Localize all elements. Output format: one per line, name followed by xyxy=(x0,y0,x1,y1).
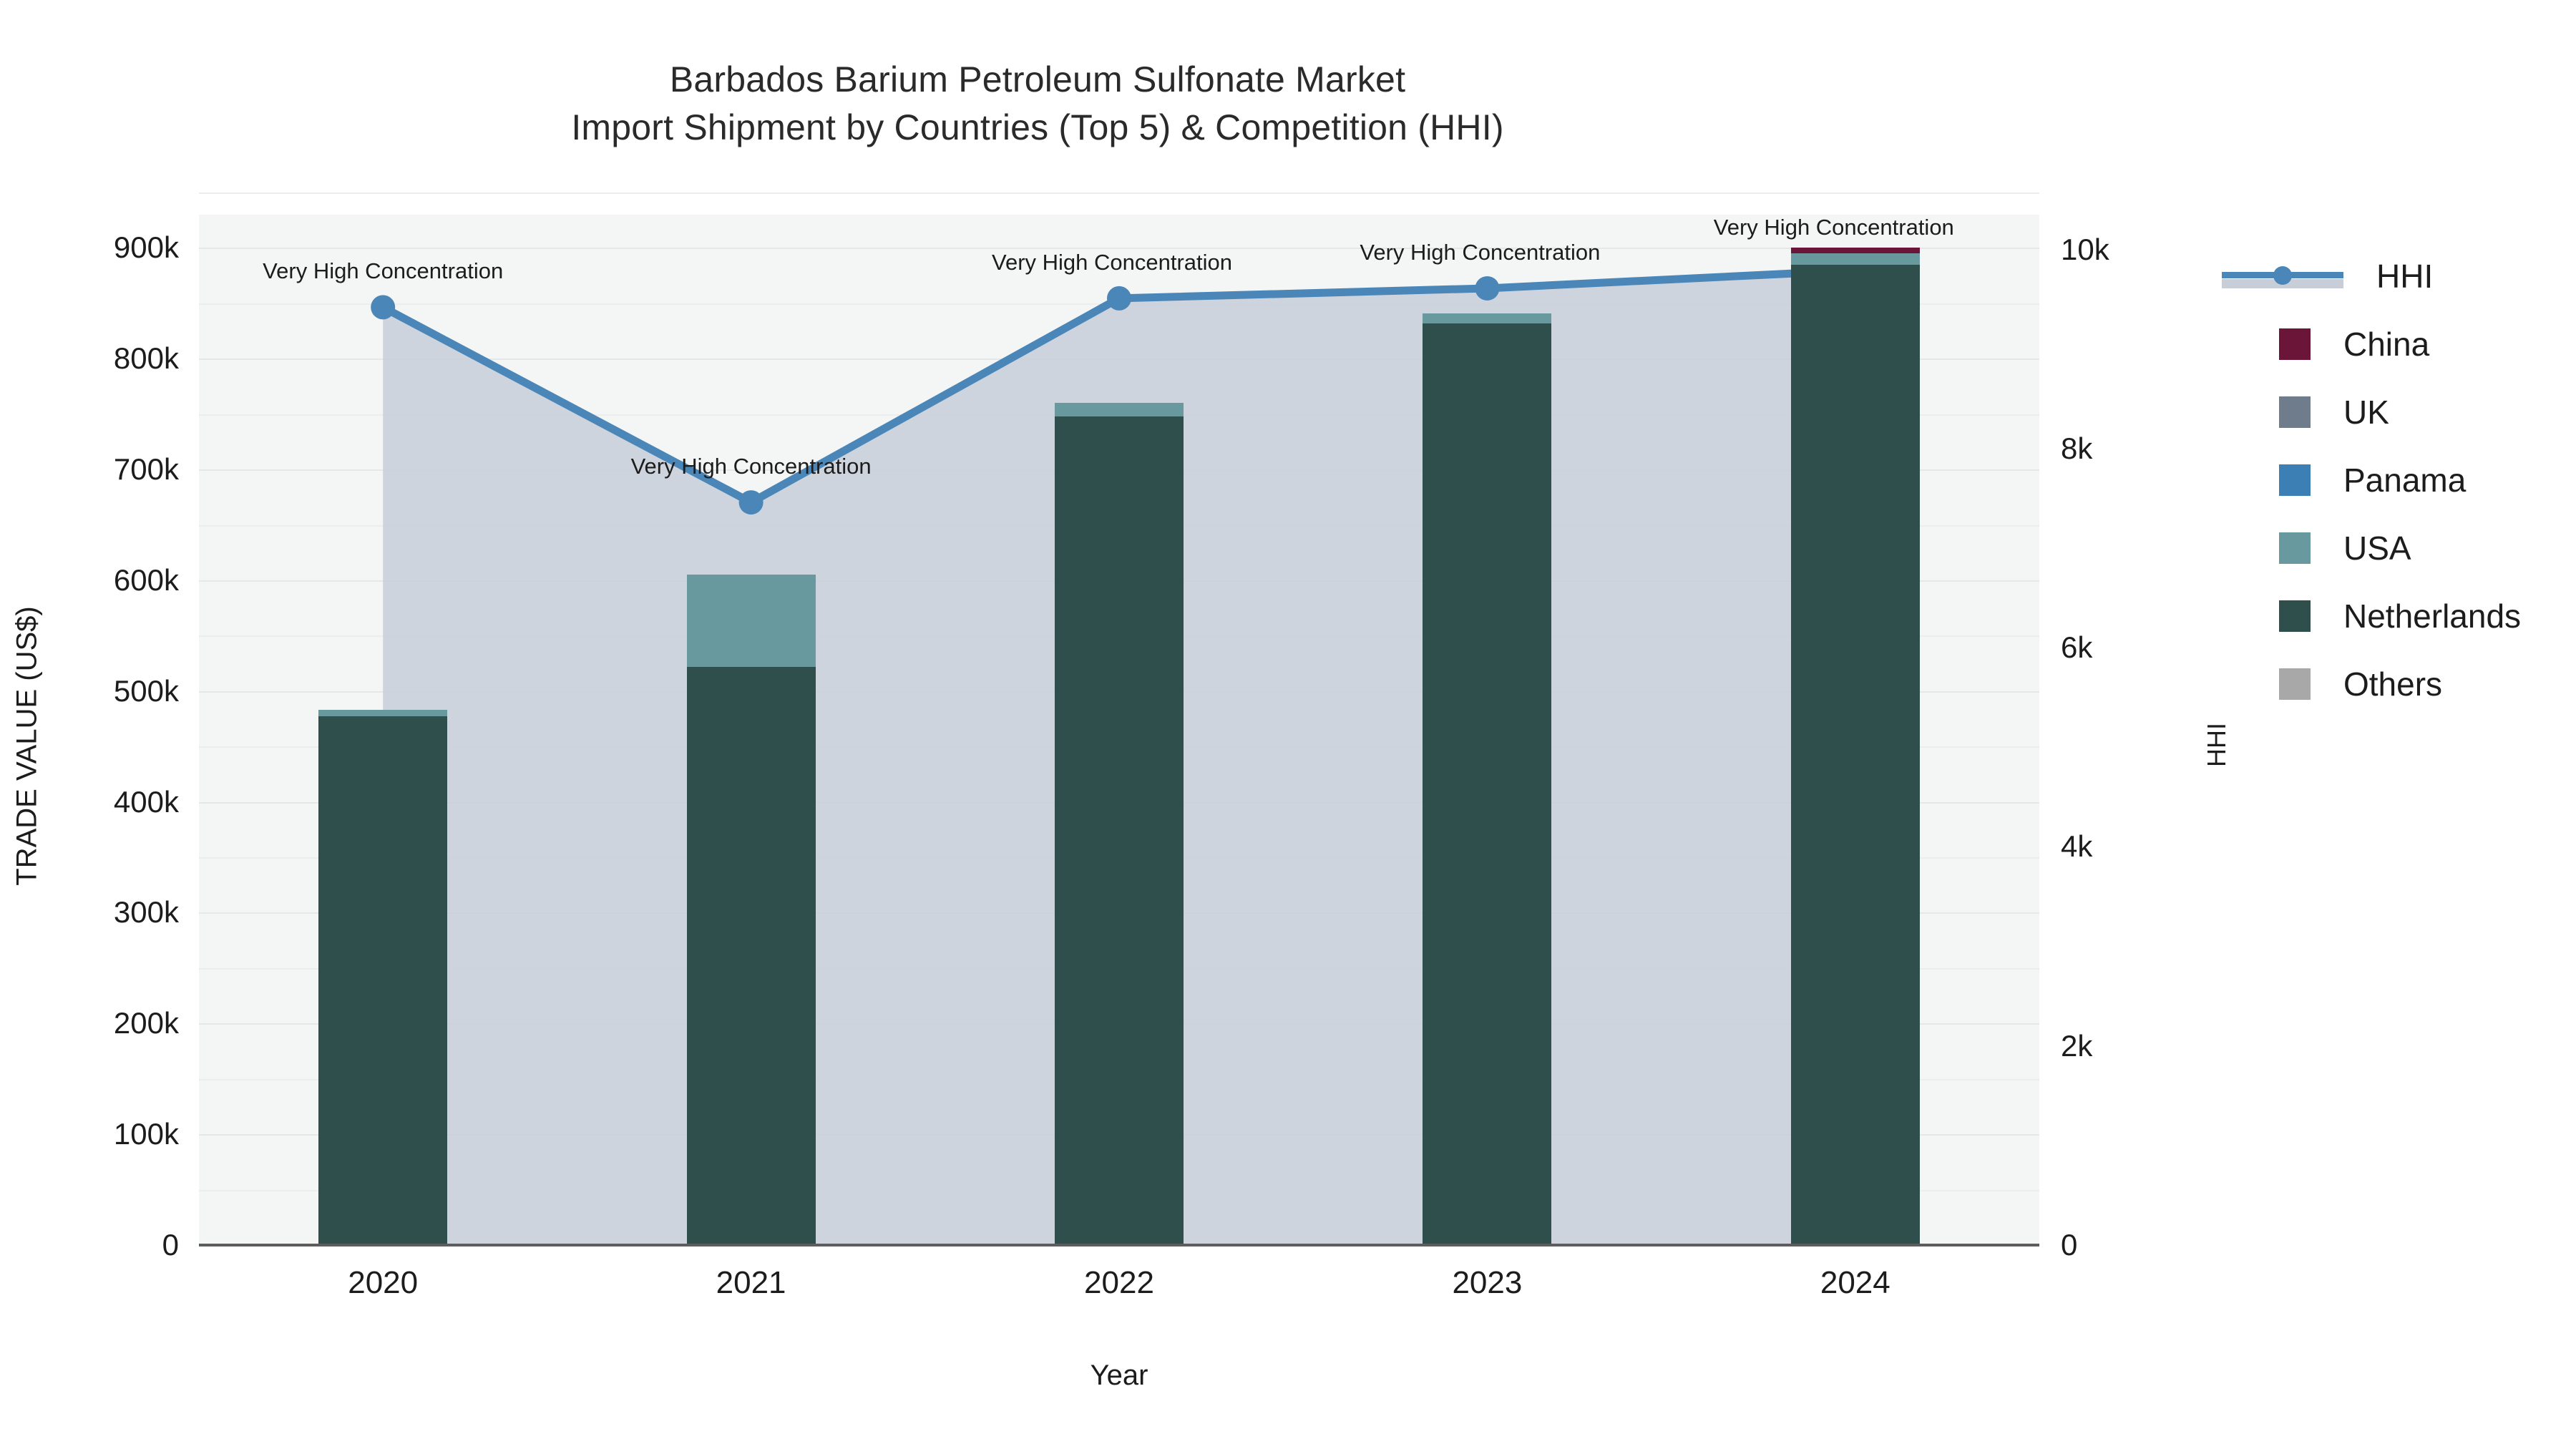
legend-item-panama[interactable]: Panama xyxy=(2222,446,2521,514)
chart-title-block: Barbados Barium Petroleum Sulfonate Mark… xyxy=(0,56,2075,152)
x-axis-title: Year xyxy=(1090,1360,1148,1391)
hhi-marker[interactable] xyxy=(1475,275,1500,301)
y-axis-left-tick-label: 0 xyxy=(162,1228,179,1262)
bar-segment-netherlands[interactable] xyxy=(318,716,448,1245)
legend-swatch-icon xyxy=(2279,532,2311,564)
y-axis-left-tick-label: 500k xyxy=(113,673,179,708)
concentration-annotation: Very High Concentration xyxy=(991,249,1233,275)
y-axis-right-tick-label: 8k xyxy=(2061,431,2093,465)
bar-segment-netherlands[interactable] xyxy=(686,666,816,1245)
y-axis-left-tick-label: 800k xyxy=(113,341,179,376)
legend-item-usa[interactable]: USA xyxy=(2222,514,2521,582)
x-axis-tick-label: 2023 xyxy=(1452,1265,1523,1300)
bar-segment-netherlands[interactable] xyxy=(1055,416,1184,1245)
chart-title: Barbados Barium Petroleum Sulfonate Mark… xyxy=(669,59,1406,99)
bar-stack[interactable] xyxy=(1423,313,1552,1245)
x-axis-tick-label: 2020 xyxy=(348,1265,419,1300)
legend: HHI China UK Panama USA Netherlands Others xyxy=(2222,242,2521,718)
bar-segment-usa[interactable] xyxy=(1055,403,1184,416)
y-axis-right-tick-label: 2k xyxy=(2061,1028,2093,1063)
legend-item-label: USA xyxy=(2343,529,2411,567)
legend-line-key-icon xyxy=(2222,260,2343,292)
bar-segment-netherlands[interactable] xyxy=(1423,323,1552,1245)
y-axis-right-tick-label: 0 xyxy=(2061,1228,2078,1262)
concentration-annotation: Very High Concentration xyxy=(630,454,872,479)
bar-segment-usa[interactable] xyxy=(686,575,816,667)
legend-item-label: Panama xyxy=(2343,461,2467,499)
bar-segment-usa[interactable] xyxy=(1423,313,1552,323)
bar-stack[interactable] xyxy=(686,575,816,1245)
legend-item-label: Netherlands xyxy=(2343,597,2522,635)
legend-item-uk[interactable]: UK xyxy=(2222,378,2521,446)
bar-stack[interactable] xyxy=(318,710,448,1245)
legend-item-china[interactable]: China xyxy=(2222,310,2521,378)
x-axis-tick-label: 2021 xyxy=(716,1265,786,1300)
concentration-annotation: Very High Concentration xyxy=(1360,239,1601,265)
bar-segment-usa[interactable] xyxy=(1790,253,1920,265)
y-axis-left-tick-label: 200k xyxy=(113,1006,179,1040)
gridline-minor xyxy=(199,192,2039,195)
legend-item-label: China xyxy=(2343,325,2430,363)
y-axis-left-title: TRADE VALUE (US$) xyxy=(11,606,43,886)
bar-stack[interactable] xyxy=(1055,403,1184,1245)
legend-swatch-icon xyxy=(2279,668,2311,700)
chart-subtitle: Import Shipment by Countries (Top 5) & C… xyxy=(571,107,1504,147)
hhi-marker[interactable] xyxy=(738,490,763,515)
y-axis-right-tick-label: 6k xyxy=(2061,630,2093,665)
legend-item-label: UK xyxy=(2343,393,2389,431)
legend-item-label: Others xyxy=(2343,665,2443,703)
plot-area xyxy=(199,192,2039,1246)
y-axis-left-tick-label: 700k xyxy=(113,452,179,487)
concentration-annotation: Very High Concentration xyxy=(1713,214,1954,240)
y-axis-left-tick-label: 400k xyxy=(113,784,179,819)
bar-stack[interactable] xyxy=(1790,248,1920,1245)
legend-item-hhi[interactable]: HHI xyxy=(2222,242,2521,310)
hhi-marker[interactable] xyxy=(371,295,396,320)
y-axis-right-tick-label: 10k xyxy=(2061,232,2109,266)
x-axis-line xyxy=(199,1244,2039,1246)
legend-swatch-icon xyxy=(2279,600,2311,632)
legend-swatch-icon xyxy=(2279,464,2311,496)
bar-segment-china[interactable] xyxy=(1790,248,1920,254)
legend-swatch-icon xyxy=(2279,396,2311,428)
y-axis-left-tick-label: 900k xyxy=(113,230,179,265)
gridline-major xyxy=(199,248,2039,250)
legend-item-others[interactable]: Others xyxy=(2222,650,2521,718)
bar-segment-netherlands[interactable] xyxy=(1790,264,1920,1245)
y-axis-left-tick-label: 300k xyxy=(113,895,179,930)
bar-segment-usa[interactable] xyxy=(318,710,448,717)
hhi-marker[interactable] xyxy=(1107,286,1131,311)
y-axis-left-tick-label: 600k xyxy=(113,562,179,597)
y-axis-right-tick-label: 4k xyxy=(2061,829,2093,864)
legend-swatch-icon xyxy=(2279,328,2311,360)
x-axis-tick-label: 2022 xyxy=(1084,1265,1154,1300)
x-axis-tick-label: 2024 xyxy=(1820,1265,1890,1300)
y-axis-left-tick-label: 100k xyxy=(113,1117,179,1151)
concentration-annotation: Very High Concentration xyxy=(263,258,504,284)
legend-item-label: HHI xyxy=(2376,257,2434,295)
legend-item-netherlands[interactable]: Netherlands xyxy=(2222,582,2521,650)
